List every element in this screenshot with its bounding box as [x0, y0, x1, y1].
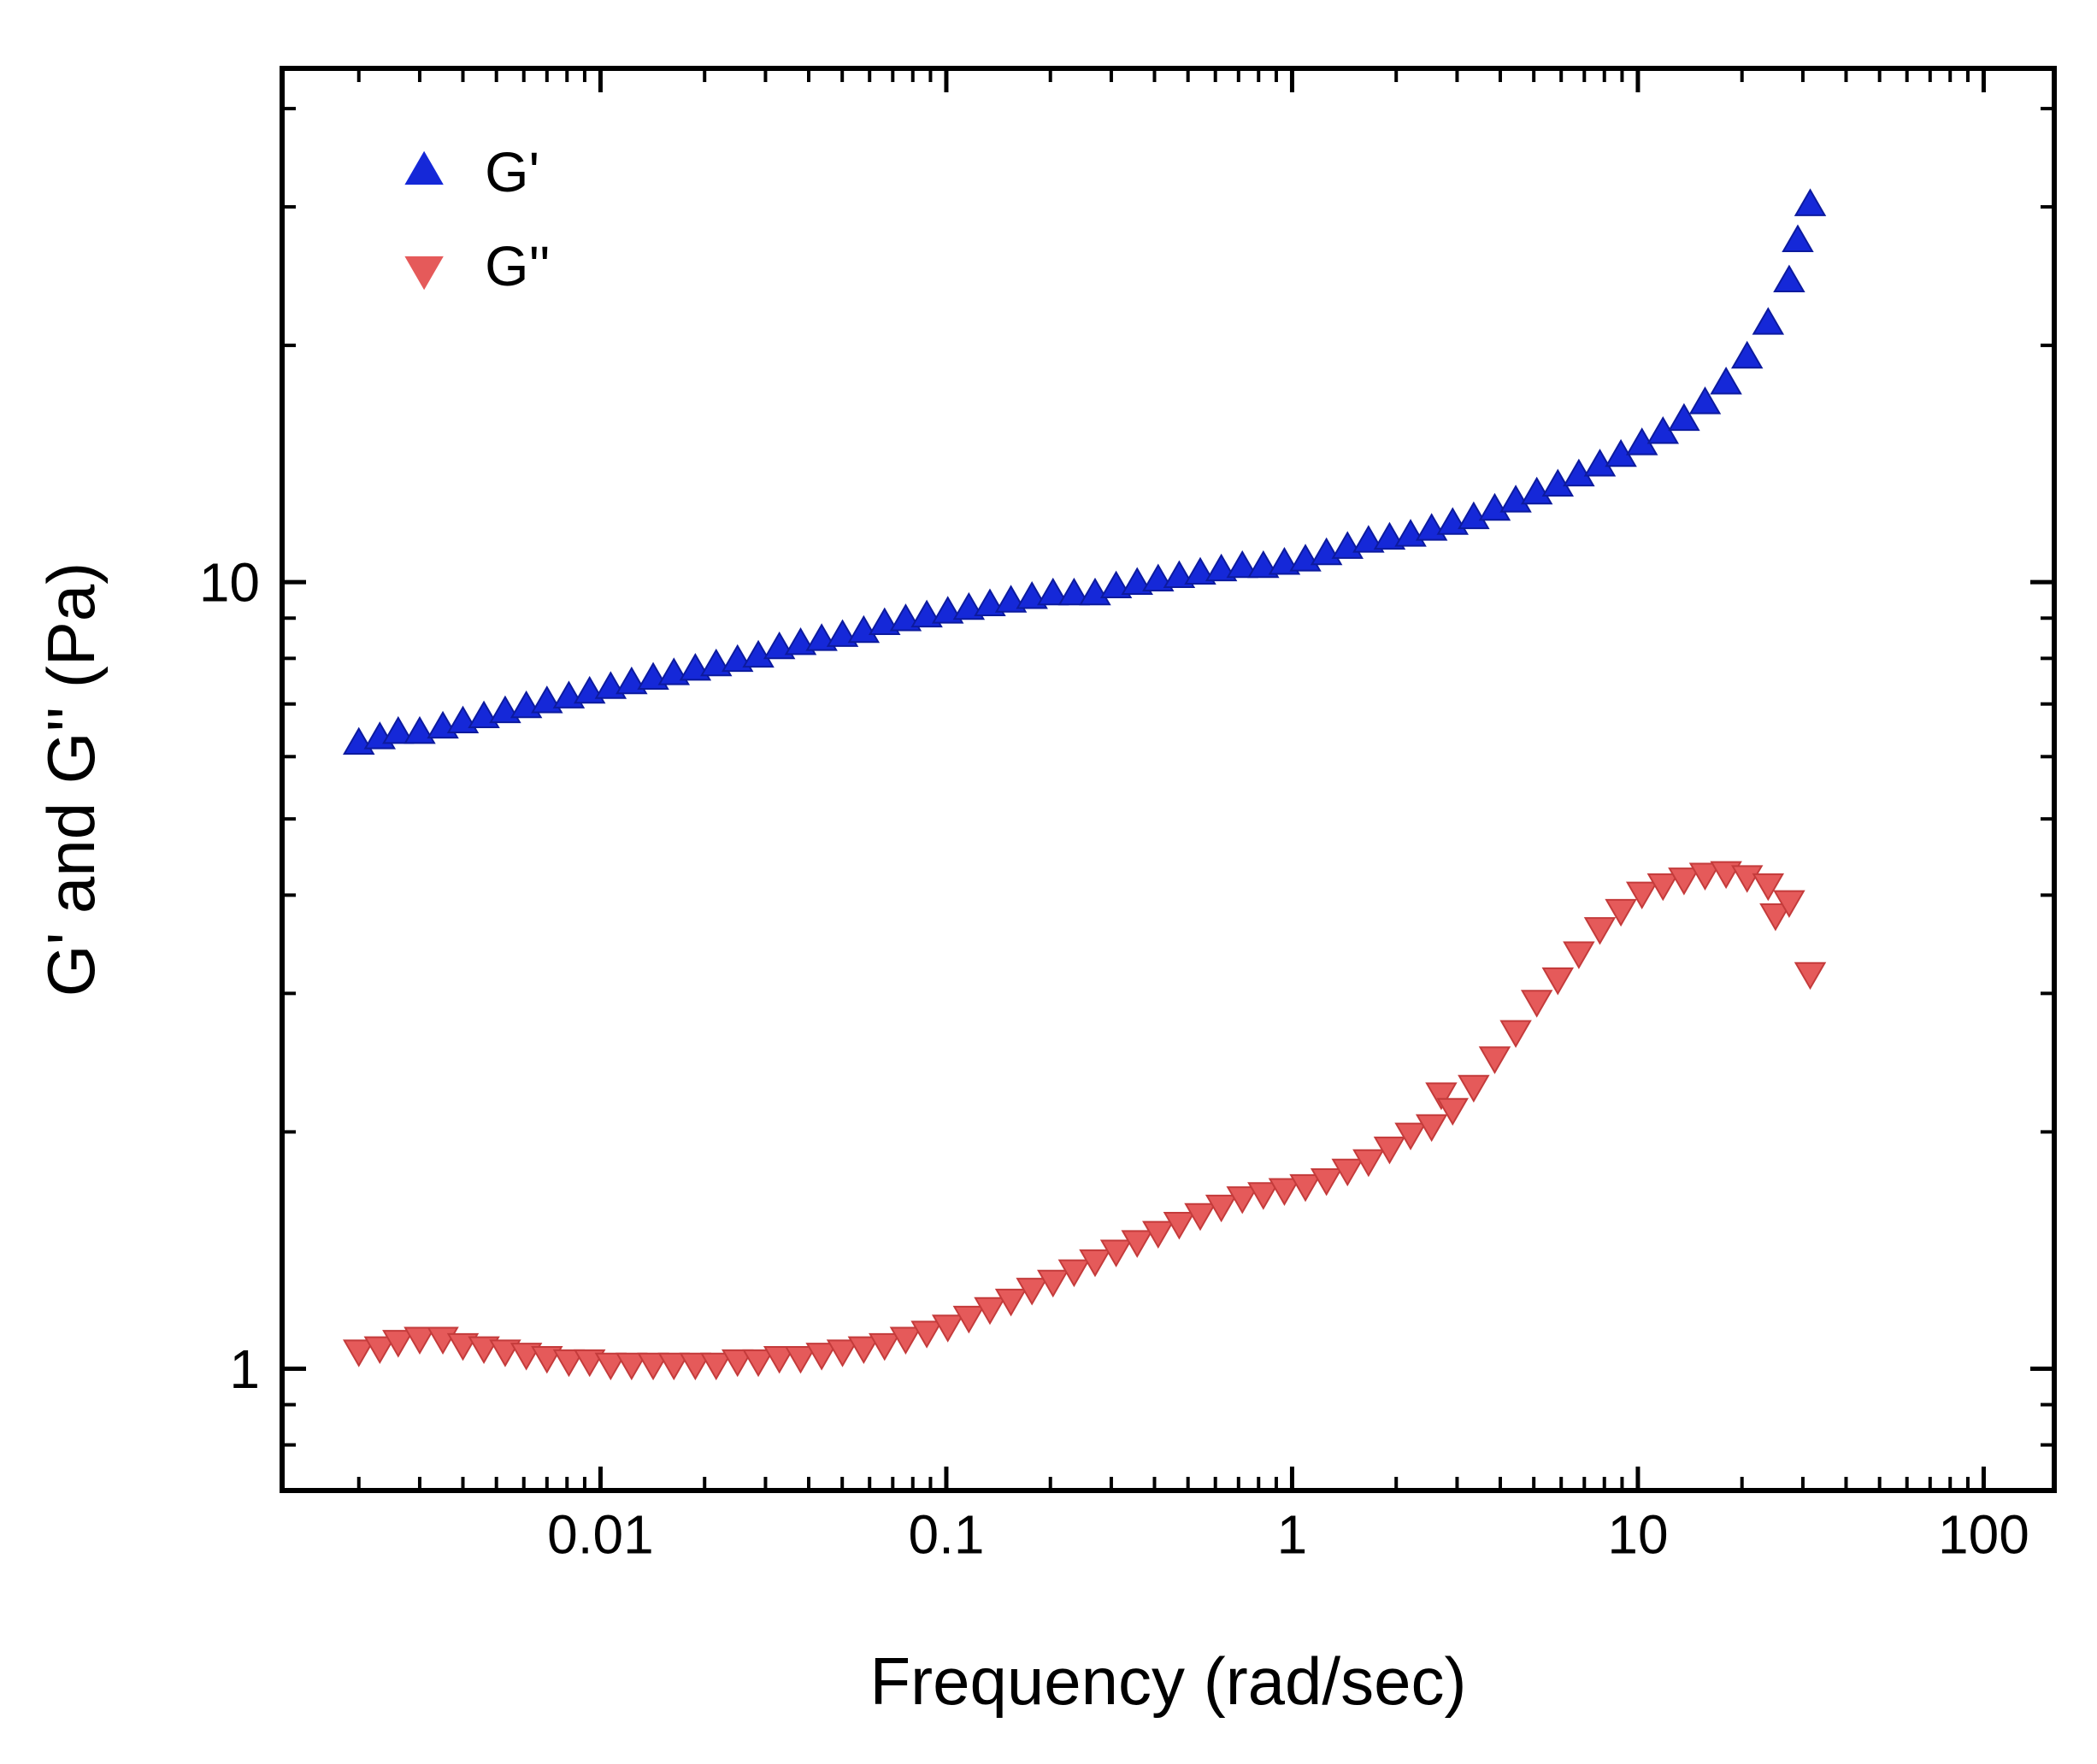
- svg-text:0.1: 0.1: [908, 1504, 984, 1566]
- rheology-chart: 0.01 0.1 1 10 100 1 10 Frequency (rad/sec) G' an…: [0, 0, 2097, 1764]
- svg-text:10: 10: [199, 552, 260, 614]
- svg-text:G' and G'' (Pa): G' and G'' (Pa): [33, 562, 109, 997]
- svg-text:0.01: 0.01: [547, 1504, 654, 1566]
- svg-text:100: 100: [1938, 1504, 2029, 1566]
- svg-text:1: 1: [229, 1338, 260, 1400]
- svg-text:Frequency (rad/sec): Frequency (rad/sec): [870, 1643, 1467, 1719]
- svg-text:G'': G'': [485, 234, 551, 297]
- svg-text:G': G': [485, 140, 539, 203]
- svg-text:1: 1: [1277, 1504, 1308, 1566]
- svg-text:10: 10: [1607, 1504, 1668, 1566]
- chart-container: 0.01 0.1 1 10 100 1 10 Frequency (rad/sec) G' an…: [0, 0, 2097, 1764]
